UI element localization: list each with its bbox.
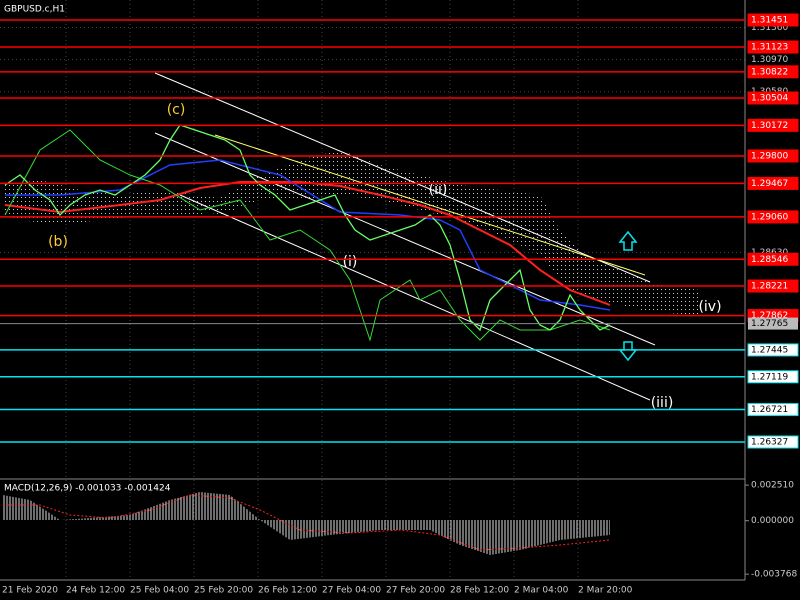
level-tag bbox=[747, 370, 799, 384]
macd-tick-label: -0.003768 bbox=[751, 570, 797, 580]
level-label: 1.28221 bbox=[751, 282, 788, 292]
channel-line bbox=[154, 132, 656, 346]
channel-line bbox=[154, 72, 651, 283]
wave-label: (ii) bbox=[429, 182, 448, 198]
level-label: 1.30504 bbox=[751, 94, 788, 104]
wave-label: (iv) bbox=[698, 299, 721, 315]
macd-histogram bbox=[3, 492, 610, 555]
level-tag bbox=[747, 403, 799, 417]
wave-label: (i) bbox=[343, 254, 358, 270]
date-label: 21 Feb 2020 bbox=[2, 586, 58, 596]
level-label: 1.27119 bbox=[751, 372, 788, 382]
level-label: 1.29060 bbox=[751, 212, 788, 222]
grid bbox=[0, 0, 745, 580]
price-tick-label: 1.30970 bbox=[751, 55, 788, 65]
date-label: 28 Feb 12:00 bbox=[450, 586, 509, 596]
level-tag bbox=[747, 40, 799, 54]
level-tag bbox=[747, 91, 799, 105]
level-label: 1.29467 bbox=[751, 179, 788, 189]
date-label: 25 Feb 04:00 bbox=[130, 586, 189, 596]
up-arrow bbox=[618, 230, 638, 251]
wave-label: (c) bbox=[167, 102, 186, 118]
level-tag bbox=[747, 252, 799, 266]
price-tick-label: 1.31360 bbox=[751, 23, 788, 33]
date-label: 24 Feb 12:00 bbox=[66, 586, 125, 596]
macd-tick-label: 0.002510 bbox=[751, 481, 794, 491]
level-tag bbox=[747, 149, 799, 163]
trend-line bbox=[214, 134, 646, 276]
price-series bbox=[4, 124, 611, 332]
current-price-tag bbox=[748, 317, 798, 330]
level-label: 1.27445 bbox=[751, 345, 788, 355]
current-price-label: 1.27765 bbox=[751, 319, 788, 329]
level-label: 1.30822 bbox=[751, 67, 788, 77]
level-label: 1.27862 bbox=[751, 311, 788, 321]
level-label: 1.30172 bbox=[751, 121, 788, 131]
level-label: 1.26327 bbox=[751, 438, 788, 448]
date-label: 27 Feb 04:00 bbox=[322, 586, 381, 596]
level-label: 1.29800 bbox=[751, 151, 788, 161]
date-label: 2 Mar 04:00 bbox=[514, 586, 569, 596]
level-label: 1.28546 bbox=[751, 255, 788, 265]
window-title: GBPUSD.c,H1 bbox=[4, 5, 65, 15]
wave-label: (b) bbox=[48, 234, 68, 250]
level-label: 1.31451 bbox=[751, 16, 788, 26]
date-label: 2 Mar 20:00 bbox=[578, 586, 633, 596]
level-tag bbox=[747, 210, 799, 224]
macd-signal bbox=[3, 494, 611, 551]
level-tag bbox=[747, 435, 799, 449]
level-tag bbox=[747, 176, 799, 190]
date-label: 27 Feb 20:00 bbox=[386, 586, 445, 596]
macd-title: MACD(12,26,9) -0.001033 -0.001424 bbox=[4, 484, 171, 494]
level-label: 1.26721 bbox=[751, 405, 788, 415]
date-label: 25 Feb 20:00 bbox=[194, 586, 253, 596]
chikou-line bbox=[4, 129, 611, 342]
level-tag bbox=[747, 118, 799, 132]
level-tag bbox=[747, 343, 799, 357]
level-tag bbox=[747, 65, 799, 79]
level-tag bbox=[747, 13, 799, 27]
ichimoku-cloud bbox=[200, 150, 700, 315]
level-tag bbox=[747, 279, 799, 293]
moving-average bbox=[4, 181, 611, 306]
date-label: 26 Feb 12:00 bbox=[258, 586, 317, 596]
wave-label: (iii) bbox=[651, 395, 674, 411]
moving-average bbox=[5, 159, 611, 311]
macd-tick-label: 0.000000 bbox=[751, 516, 794, 526]
channel-line bbox=[179, 194, 651, 401]
level-label: 1.31123 bbox=[751, 43, 788, 53]
